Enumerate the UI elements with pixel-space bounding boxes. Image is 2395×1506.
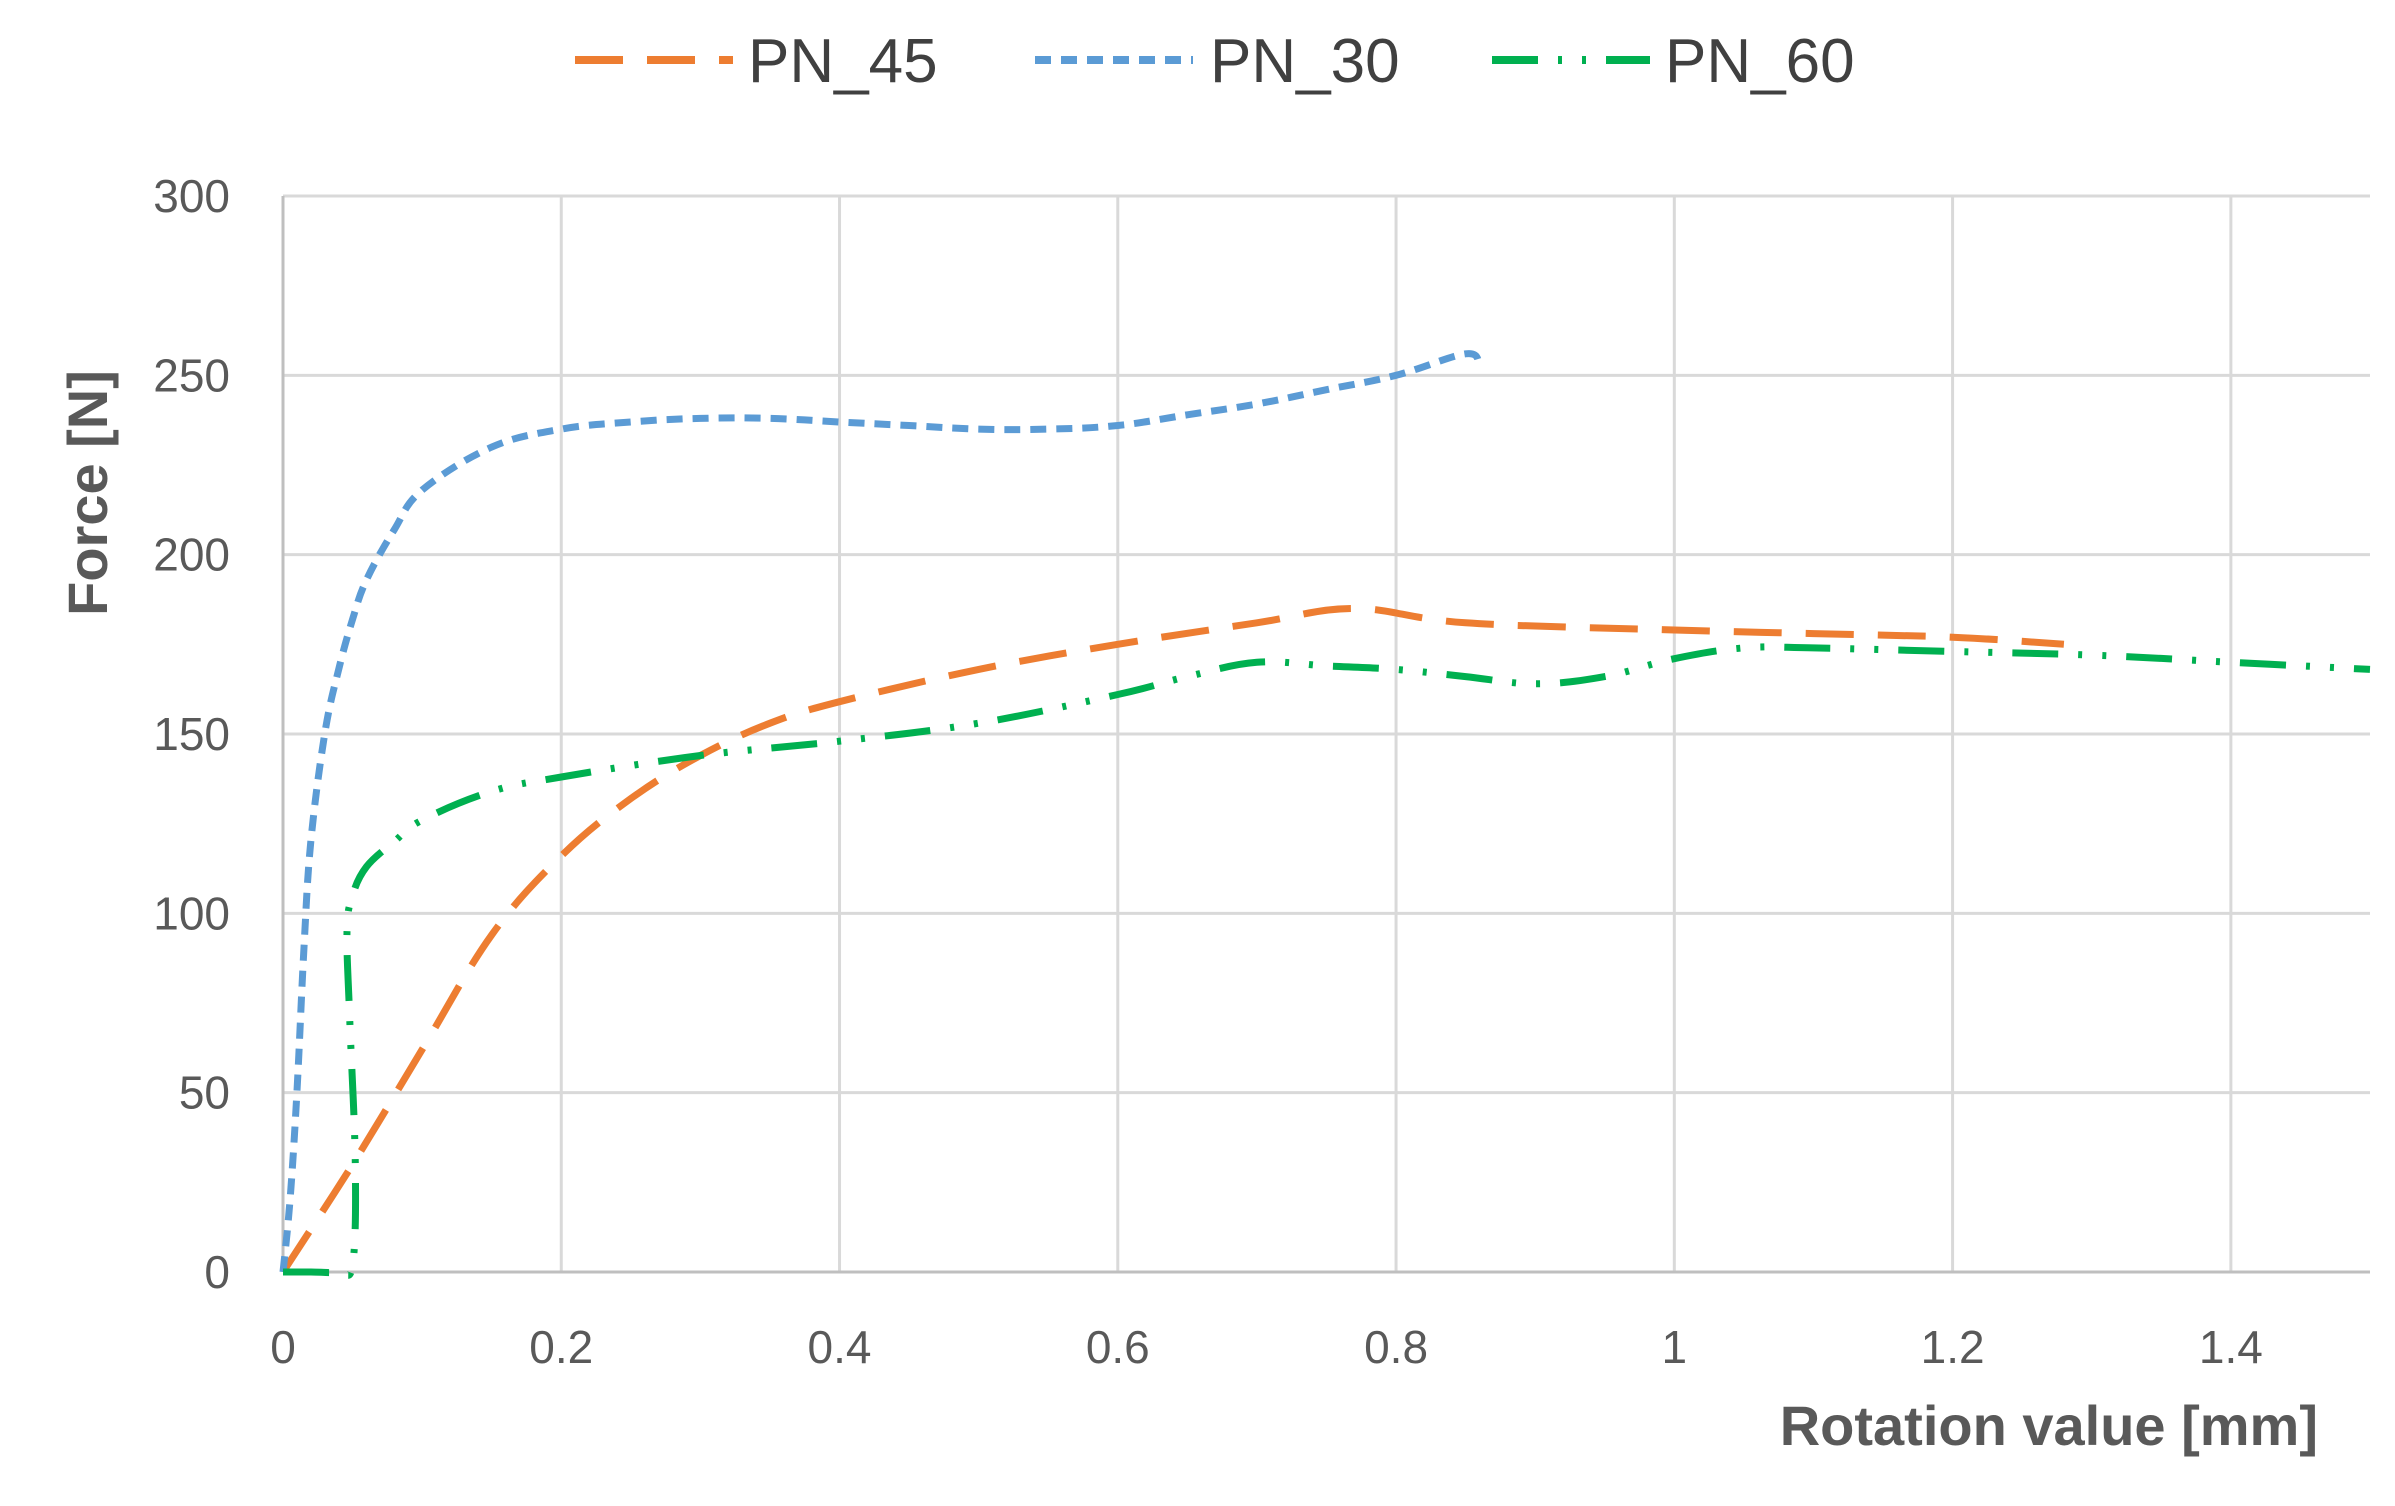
x-tick-label: 0.4 <box>808 1321 872 1373</box>
y-tick-label: 300 <box>153 170 230 222</box>
axes <box>281 196 2370 1274</box>
x-tick-label: 0.8 <box>1364 1321 1428 1373</box>
legend-label-pn-60: PN_60 <box>1665 27 1855 96</box>
x-tick-label: 0.2 <box>529 1321 593 1373</box>
series-line-pn-30 <box>279 350 1483 1273</box>
y-tick-label: 0 <box>204 1246 230 1298</box>
y-axis-title: Force [N] <box>56 370 119 616</box>
x-tick-label: 1 <box>1662 1321 1688 1373</box>
x-tick-label: 1.2 <box>1921 1321 1985 1373</box>
series-lines <box>279 350 2371 1279</box>
legend-label-pn-45: PN_45 <box>748 27 938 96</box>
x-tick-label: 0 <box>270 1321 296 1373</box>
x-tick-label: 1.4 <box>2199 1321 2263 1373</box>
series-line-pn-45 <box>280 605 2065 1274</box>
x-tick-label: 0.6 <box>1086 1321 1150 1373</box>
gridlines <box>283 194 2370 1272</box>
y-tick-label: 100 <box>153 887 230 939</box>
legend: PN_45 PN_30 PN_60 <box>575 27 1855 96</box>
y-tick-label: 250 <box>153 349 230 401</box>
series-line-pn-60 <box>283 643 2371 1279</box>
y-tick-label: 200 <box>153 529 230 581</box>
y-tick-label: 50 <box>179 1067 230 1119</box>
y-tick-label: 150 <box>153 708 230 760</box>
legend-label-pn-30: PN_30 <box>1210 27 1400 96</box>
x-axis-title: Rotation value [mm] <box>1780 1394 2318 1457</box>
tick-labels: 0 50 100 150 200 250 300 0 0.2 0.4 0.6 0.8 1 1.2 1.4 <box>153 170 2263 1373</box>
